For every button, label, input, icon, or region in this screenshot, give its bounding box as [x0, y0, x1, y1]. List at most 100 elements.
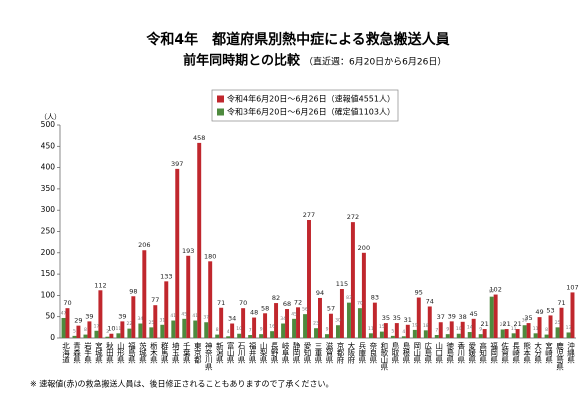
value-label: 112	[94, 281, 106, 289]
bar	[259, 334, 264, 338]
y-tick-label: 500	[41, 120, 56, 129]
bar	[350, 222, 355, 338]
value-label: 35	[382, 314, 390, 322]
bar	[368, 333, 373, 338]
value-label: 31	[404, 316, 412, 324]
y-tick-label: 150	[41, 269, 56, 278]
bar	[252, 317, 257, 338]
bar	[372, 302, 377, 338]
value-label: 19	[412, 322, 418, 328]
value-label: 71	[557, 299, 565, 307]
x-tick-label: 福井県	[248, 342, 257, 365]
x-tick-label: 奈良県	[369, 341, 378, 365]
legend-label: 令和4年6月20日～6月26日（速報値4551人）	[227, 94, 395, 104]
value-label: 39	[85, 312, 93, 320]
bar	[127, 328, 132, 338]
bar	[438, 322, 443, 338]
x-tick-label: 熊本県	[522, 341, 531, 365]
value-label: 34	[137, 316, 143, 322]
bar	[307, 219, 311, 338]
x-tick-label: 高知県	[478, 341, 487, 365]
bar	[120, 321, 125, 338]
bar	[193, 320, 198, 338]
x-tick-label: 長崎県	[511, 342, 520, 365]
bar	[522, 325, 527, 338]
x-tick-label: 石川県	[237, 342, 246, 365]
value-label: 115	[336, 280, 348, 288]
y-tick-label: 50	[45, 312, 55, 321]
value-label: 200	[358, 244, 370, 252]
value-label: 102	[489, 286, 501, 294]
legend-box	[211, 89, 399, 122]
value-label: 21	[513, 320, 521, 328]
value-label: 10	[456, 326, 462, 332]
bar	[361, 252, 366, 338]
bar	[226, 336, 231, 338]
value-label: 16	[269, 324, 275, 330]
legend-swatch	[217, 95, 224, 103]
value-label: 7	[435, 328, 438, 334]
bar	[61, 317, 66, 338]
value-label: 9	[326, 327, 329, 333]
bar	[215, 334, 220, 338]
bar	[160, 324, 165, 338]
bar	[467, 332, 472, 338]
x-tick-label: 宮崎県	[544, 341, 553, 365]
bar	[504, 329, 509, 338]
x-tick-label: 鳥取県	[391, 341, 400, 365]
value-label: 95	[415, 289, 423, 297]
bar	[328, 313, 333, 338]
value-label: 70	[239, 299, 247, 307]
bar	[427, 306, 432, 338]
value-label: 31	[159, 317, 165, 323]
value-label: 9	[260, 327, 263, 333]
bar	[131, 296, 136, 338]
value-label: 272	[347, 213, 359, 221]
value-label: 34	[280, 316, 286, 322]
x-tick-label: 長野県	[270, 342, 279, 365]
value-label: 20	[500, 322, 506, 328]
x-tick-label: 香川県	[456, 341, 465, 365]
value-label: 41	[170, 313, 176, 319]
bar	[241, 308, 246, 338]
bar	[248, 335, 253, 338]
value-label: 98	[129, 287, 137, 295]
value-label: 23	[313, 321, 319, 327]
bar	[526, 323, 531, 338]
bar	[471, 318, 476, 338]
value-label: 3	[106, 329, 109, 335]
x-tick-label: 青森県	[72, 341, 81, 365]
y-tick-label: 350	[41, 184, 56, 193]
x-tick-label: 新潟県	[215, 341, 224, 365]
value-label: 11	[368, 326, 374, 332]
value-label: 37	[437, 313, 445, 321]
bar	[138, 323, 143, 338]
value-label: 94	[316, 289, 324, 297]
x-tick-label: 茨城県	[138, 341, 147, 365]
value-label: 193	[182, 247, 194, 255]
value-label: 70	[63, 299, 71, 307]
bar	[401, 336, 406, 338]
bar	[460, 321, 465, 338]
value-label: 72	[294, 298, 302, 306]
bar	[533, 333, 538, 338]
y-tick-label: 200	[41, 248, 56, 257]
x-tick-label: 鹿児島県	[555, 341, 564, 372]
bar	[94, 330, 99, 338]
value-label: 8	[545, 327, 548, 333]
value-label: 83	[346, 295, 352, 301]
x-tick-label: 埼玉県	[171, 341, 180, 365]
bar	[285, 309, 290, 338]
bar	[489, 296, 494, 338]
bar	[314, 328, 318, 338]
value-label: 4	[227, 329, 230, 335]
value-label: 74	[426, 297, 434, 305]
value-label: 38	[459, 313, 467, 321]
x-tick-label: 大阪府	[347, 341, 356, 365]
bar	[346, 302, 351, 338]
value-label: 39	[448, 312, 456, 320]
value-label: 206	[138, 241, 150, 249]
value-label: 49	[535, 308, 543, 316]
value-label: 180	[204, 252, 216, 260]
x-tick-label: 山梨県	[259, 341, 268, 365]
